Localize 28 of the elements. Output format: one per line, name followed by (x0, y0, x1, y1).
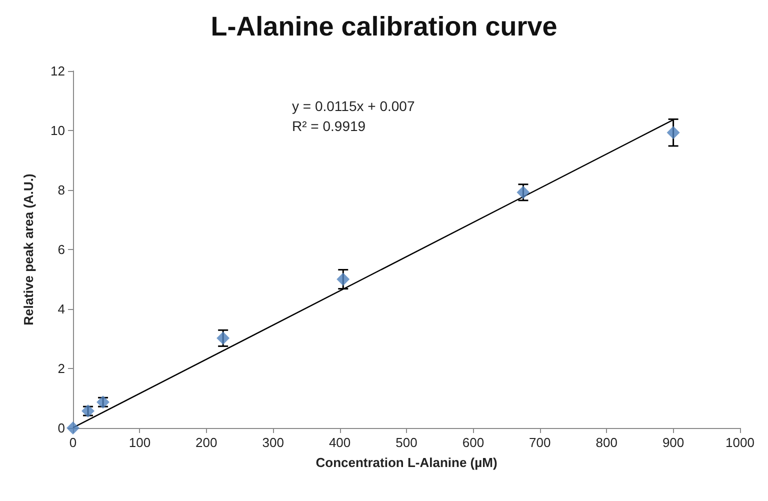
annotation: R² = 0.9919 (292, 118, 366, 134)
y-tick-label: 12 (50, 64, 65, 78)
x-tick-label: 800 (596, 435, 618, 450)
x-tick-label: 500 (396, 435, 418, 450)
point (336, 272, 350, 286)
y-axis-title: Relative peak area (A.U.) (21, 174, 36, 326)
x-tick-label: 200 (196, 435, 218, 450)
point (216, 332, 230, 345)
point (666, 126, 680, 140)
annotation: y = 0.0115x + 0.007 (292, 98, 415, 114)
y-tick-label: 8 (58, 182, 65, 198)
x-tick-label: 700 (529, 435, 551, 450)
point (66, 422, 80, 434)
x-axis-title: Concentration L-Alanine (µM) (316, 455, 498, 470)
x-tick-label: 1000 (726, 435, 754, 450)
x-tick-label: 900 (662, 435, 684, 450)
chart-title: L-Alanine calibration curve (210, 12, 558, 42)
y-tick-label: 2 (58, 361, 65, 376)
x-tick-label: 400 (328, 435, 351, 450)
y-tick-label: 6 (58, 242, 65, 257)
x-tick-label: 0 (69, 435, 77, 450)
x-tick-label: 100 (128, 435, 151, 450)
point (516, 186, 530, 199)
y-tick-label: 10 (50, 123, 65, 138)
x-tick-label: 600 (462, 435, 484, 450)
y-tick-label: 4 (58, 302, 65, 316)
x-tick-label: 300 (262, 435, 284, 450)
y-tick-label: 0 (58, 420, 65, 436)
